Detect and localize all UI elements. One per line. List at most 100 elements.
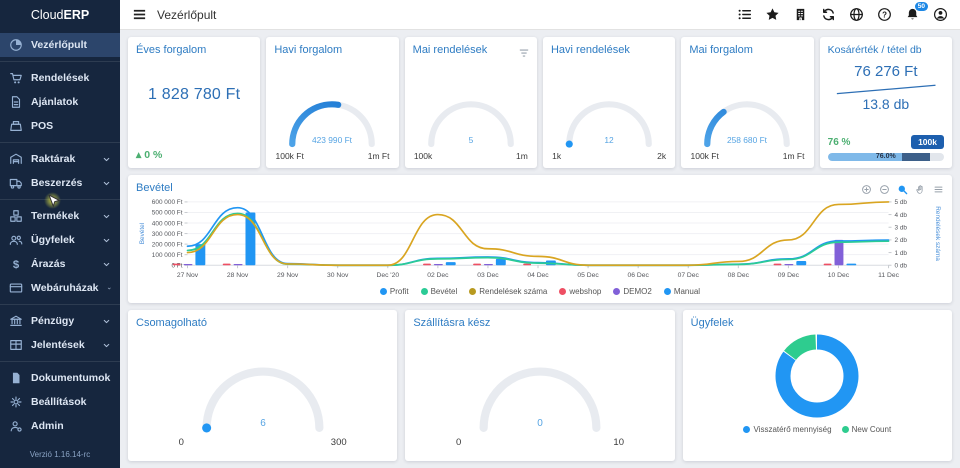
gauge-arc: 423 990 Ft: [289, 101, 376, 148]
legend-item-webshop[interactable]: webshop: [559, 287, 601, 296]
zoom-out-icon[interactable]: [879, 182, 890, 194]
customers-donut-chart[interactable]: [770, 329, 864, 423]
bar-DEMO2[interactable]: [483, 263, 493, 266]
sidebar-item-beszerzes[interactable]: Beszerzés: [0, 171, 120, 195]
sidebar-item-pos[interactable]: POS: [0, 114, 120, 138]
sidebar-divider: [0, 61, 120, 62]
gauge-min-label: 100k Ft: [275, 151, 304, 161]
selection-zoom-icon[interactable]: [897, 182, 908, 195]
sidebar-item-rendelesek[interactable]: Rendelések: [0, 66, 120, 90]
help-icon[interactable]: ?: [877, 7, 892, 22]
bell-icon[interactable]: 50: [905, 2, 928, 22]
brand-logo[interactable]: Cloud ERP: [0, 0, 120, 30]
bar-Manual[interactable]: [445, 262, 456, 266]
hamburger-menu-icon[interactable]: [132, 7, 147, 22]
svg-text:?: ?: [882, 10, 887, 19]
bar-webshop[interactable]: [172, 263, 181, 266]
donut-legend-item[interactable]: Visszatérő mennyiség: [743, 425, 832, 434]
legend-item-Profit[interactable]: Profit: [379, 287, 409, 296]
sidebar-item-webaruhazak[interactable]: Webáruházak: [0, 276, 120, 300]
globe-icon[interactable]: [849, 7, 864, 22]
basket-badge[interactable]: 100k: [911, 135, 944, 149]
svg-text:09 Dec: 09 Dec: [778, 272, 800, 279]
legend-label: Manual: [673, 287, 701, 296]
bar-DEMO2[interactable]: [784, 263, 794, 266]
refresh-icon[interactable]: [821, 7, 836, 22]
sidebar-item-ajanlatok[interactable]: Ajánlatok: [0, 90, 120, 114]
basket-percent: 76 %: [827, 136, 851, 148]
card-yearly-revenue: Éves forgalom 1 828 780 Ft ▴ 0 %: [128, 37, 261, 168]
bar-webshop[interactable]: [773, 263, 782, 266]
basket-items-value: 13.8 db: [862, 96, 910, 112]
sidebar-item-beallitasok[interactable]: Beállítások: [0, 390, 120, 414]
building-icon[interactable]: [793, 7, 808, 22]
bar-DEMO2[interactable]: [183, 263, 193, 266]
bar-Manual[interactable]: [245, 212, 256, 266]
documents-icon: [9, 371, 23, 385]
bar-DEMO2[interactable]: [433, 263, 443, 266]
sidebar-item-vezerlopult[interactable]: Vezérlőpult: [0, 33, 120, 57]
sidebar-item-ugyfelek[interactable]: Ügyfelek: [0, 228, 120, 252]
zoom-in-icon[interactable]: [861, 182, 872, 194]
legend-dot: [379, 288, 387, 295]
gauge-max-label: 10: [613, 437, 624, 448]
bar-webshop[interactable]: [823, 263, 832, 266]
home-icon[interactable]: [916, 185, 923, 194]
bar-Manual[interactable]: [846, 263, 857, 266]
legend-item-DEMO2[interactable]: DEMO2: [613, 287, 652, 296]
sidebar-item-label: Webáruházak: [31, 282, 99, 294]
legend-item-Rendelések száma[interactable]: Rendelések száma: [469, 287, 547, 296]
gauge-min-label: 0: [455, 437, 462, 448]
svg-text:5: 5: [468, 135, 473, 145]
bar-webshop[interactable]: [423, 263, 431, 266]
svg-text:27 Nov: 27 Nov: [177, 272, 199, 279]
chart-header: Bevétel: [136, 182, 944, 195]
sidebar-item-dokumentumok[interactable]: Dokumentumok: [0, 366, 120, 390]
gauge-arc: 12: [565, 101, 652, 148]
legend-dot: [469, 288, 477, 295]
bar-webshop[interactable]: [473, 263, 482, 266]
star-icon[interactable]: [765, 7, 780, 22]
sidebar-item-termekek[interactable]: Termékek: [0, 204, 120, 228]
menu-icon[interactable]: [933, 182, 944, 193]
monthly-orders-gauge: 12 1k 2k: [551, 93, 667, 161]
checklist-icon[interactable]: [737, 7, 752, 22]
bar-DEMO2[interactable]: [233, 263, 243, 266]
legend-dot: [841, 426, 849, 433]
line-Bevétel[interactable]: [186, 212, 890, 267]
legend-dot: [663, 288, 671, 295]
dashboard-content: Éves forgalom 1 828 780 Ft ▴ 0 % Havi fo…: [120, 30, 960, 468]
bar-webshop[interactable]: [222, 263, 231, 266]
pan-icon[interactable]: [915, 182, 926, 194]
svg-text:0 Ft: 0 Ft: [171, 263, 182, 270]
donut-slice-returning[interactable]: [775, 334, 859, 418]
svg-text:300 000 Ft: 300 000 Ft: [152, 231, 183, 238]
svg-text:04 Dec: 04 Dec: [527, 272, 549, 279]
svg-text:10 Dec: 10 Dec: [828, 272, 850, 279]
card-title: Kosárérték / tétel db: [827, 44, 922, 56]
card-today-orders: Mai rendelések 5 100k 1m: [404, 37, 537, 168]
sidebar-item-jelentesek[interactable]: Jelentések: [0, 333, 120, 357]
bar-DEMO2[interactable]: [834, 239, 844, 266]
quotes-icon: [9, 95, 23, 109]
sidebar-item-raktarak[interactable]: Raktárak: [0, 147, 120, 171]
gauge-min-label: 100k Ft: [690, 151, 719, 161]
settings-icon: [9, 395, 23, 409]
bar-Manual[interactable]: [495, 258, 506, 266]
user-icon[interactable]: [933, 7, 948, 22]
bar-Manual[interactable]: [796, 261, 807, 266]
sidebar-item-penzugy[interactable]: Pénzügy: [0, 309, 120, 333]
sidebar-item-arazas[interactable]: $ Árazás: [0, 252, 120, 276]
filter-icon[interactable]: [518, 46, 530, 58]
revenue-chart-plot[interactable]: 600 000 Ft 500 000 Ft 400 000 Ft 300 000 Ft…: [136, 194, 944, 287]
gauge-arc: 5: [427, 101, 514, 148]
donut-legend-item[interactable]: New Count: [841, 425, 891, 434]
sidebar-item-admin[interactable]: Admin: [0, 414, 120, 438]
line-Rendelések száma[interactable]: [186, 201, 890, 267]
card-revenue-chart: Bevétel 600 000 Ft 500 000 Ft 400 000 Ft 30…: [128, 175, 952, 303]
admin-icon: [9, 419, 23, 433]
bar-webshop[interactable]: [523, 263, 532, 266]
sidebar-item-label: POS: [31, 120, 54, 132]
legend-item-Bevétel[interactable]: Bevétel: [420, 287, 457, 296]
legend-item-Manual[interactable]: Manual: [663, 287, 701, 296]
